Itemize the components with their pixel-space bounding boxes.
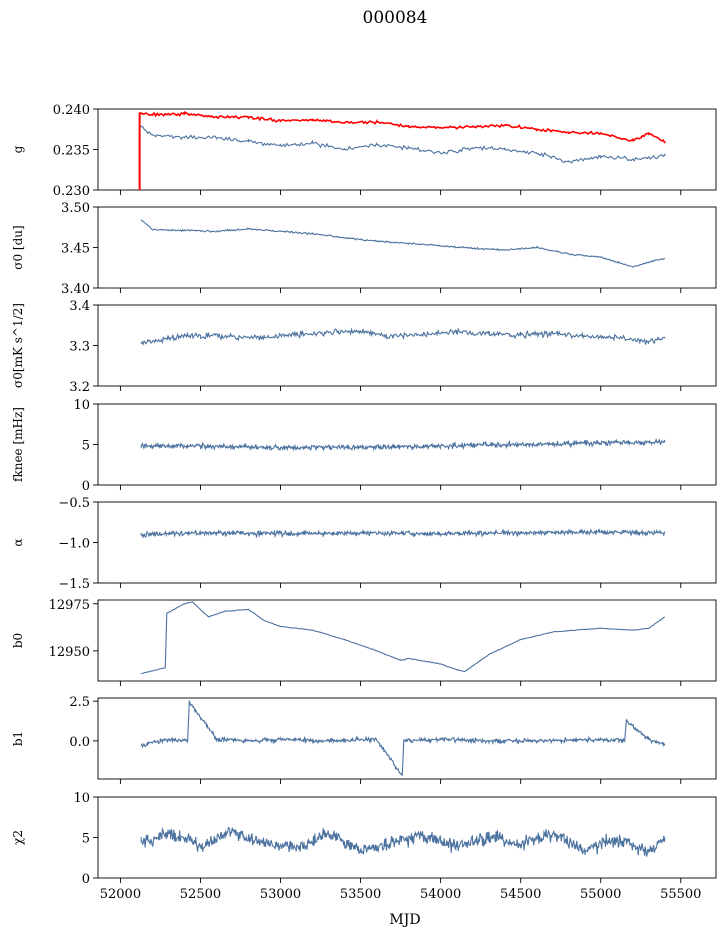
y-tick-label: 12950 (49, 645, 90, 660)
panel-frame (97, 206, 717, 289)
series-line (140, 601, 666, 675)
y-tick-label: 5 (82, 832, 90, 847)
x-tick-label: 53000 (260, 887, 301, 902)
panel-1: 0.230 0.235 0.240 g (11, 103, 717, 199)
series-line (140, 327, 666, 346)
y-axis-label: g (11, 145, 25, 153)
series-line (140, 437, 666, 452)
y-tick-label: 3.50 (61, 201, 90, 216)
y-tick-label: 0.235 (53, 144, 90, 159)
y-tick-label: 3.40 (61, 282, 90, 297)
y-tick-label: 10 (73, 398, 90, 413)
y-tick-label: 3.45 (61, 242, 90, 257)
y-tick-label: 0 (82, 479, 90, 494)
y-tick-label: −1.0 (58, 537, 90, 552)
panel-frame (97, 697, 717, 780)
panel-4: 0 5 10 fknee [mHz] (11, 398, 717, 494)
series-line (140, 826, 666, 857)
y-tick-label: −0.5 (58, 496, 90, 511)
panel-6: 12950 12975 b0 (11, 598, 717, 686)
panel-7: 0.0 2.5 b1 (11, 695, 717, 784)
y-tick-label: 0.230 (53, 184, 90, 199)
figure-title: 000084 (363, 8, 428, 28)
x-tick-label: 52500 (180, 887, 221, 902)
y-axis-label: b0 (11, 633, 25, 648)
x-tick-label: 54000 (420, 887, 461, 902)
panel-5: −1.5 −1.0 −0.5 α (11, 496, 717, 592)
y-tick-label: 12975 (49, 598, 90, 613)
x-tick-label: 54500 (500, 887, 541, 902)
series-line-red (138, 110, 666, 144)
x-axis-label: MJD (389, 912, 420, 928)
y-tick-label: 3.4 (69, 299, 90, 314)
y-tick-label: 3.2 (69, 380, 90, 395)
y-tick-label: 2.5 (69, 695, 90, 710)
series-line (140, 528, 666, 539)
y-tick-label: 0.0 (69, 735, 90, 750)
y-tick-label: 10 (73, 791, 90, 806)
x-tick-label: 53500 (340, 887, 381, 902)
y-tick-label: 0.240 (53, 103, 90, 118)
x-tick-label: 55000 (580, 887, 621, 902)
panel-2: 3.40 3.45 3.50 σ0 [du] (11, 201, 717, 297)
panel-3: 3.2 3.3 3.4 σ0[mK s^1/2] (11, 299, 717, 395)
y-tick-label: 0 (82, 872, 90, 887)
y-tick-label: 3.3 (69, 340, 90, 355)
y-axis-label: α (11, 538, 25, 546)
panel-frame (97, 501, 717, 584)
series-line (140, 700, 666, 776)
series-line (140, 125, 666, 164)
panel-frame (97, 599, 717, 682)
panel-frame (97, 304, 717, 387)
y-axis-label: fknee [mHz] (11, 407, 25, 482)
y-axis-label: σ0 [du] (11, 225, 25, 269)
y-tick-label: 5 (82, 439, 90, 454)
y-axis-label: σ0[mK s^1/2] (11, 303, 25, 388)
x-tick-label: 55500 (660, 887, 701, 902)
x-tick-label: 52000 (100, 887, 141, 902)
y-axis-label: b1 (11, 731, 25, 746)
y-tick-label: −1.5 (58, 577, 90, 592)
series-line (140, 219, 666, 268)
y-axis-label: χ2 (11, 830, 25, 845)
panel-8: 52000 52500 53000 53500 54000 54500 55000 55500… (11, 791, 717, 902)
